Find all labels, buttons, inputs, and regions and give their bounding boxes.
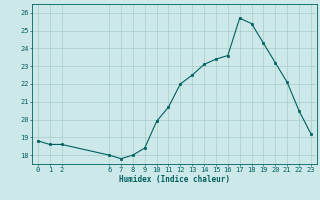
X-axis label: Humidex (Indice chaleur): Humidex (Indice chaleur) — [119, 175, 230, 184]
